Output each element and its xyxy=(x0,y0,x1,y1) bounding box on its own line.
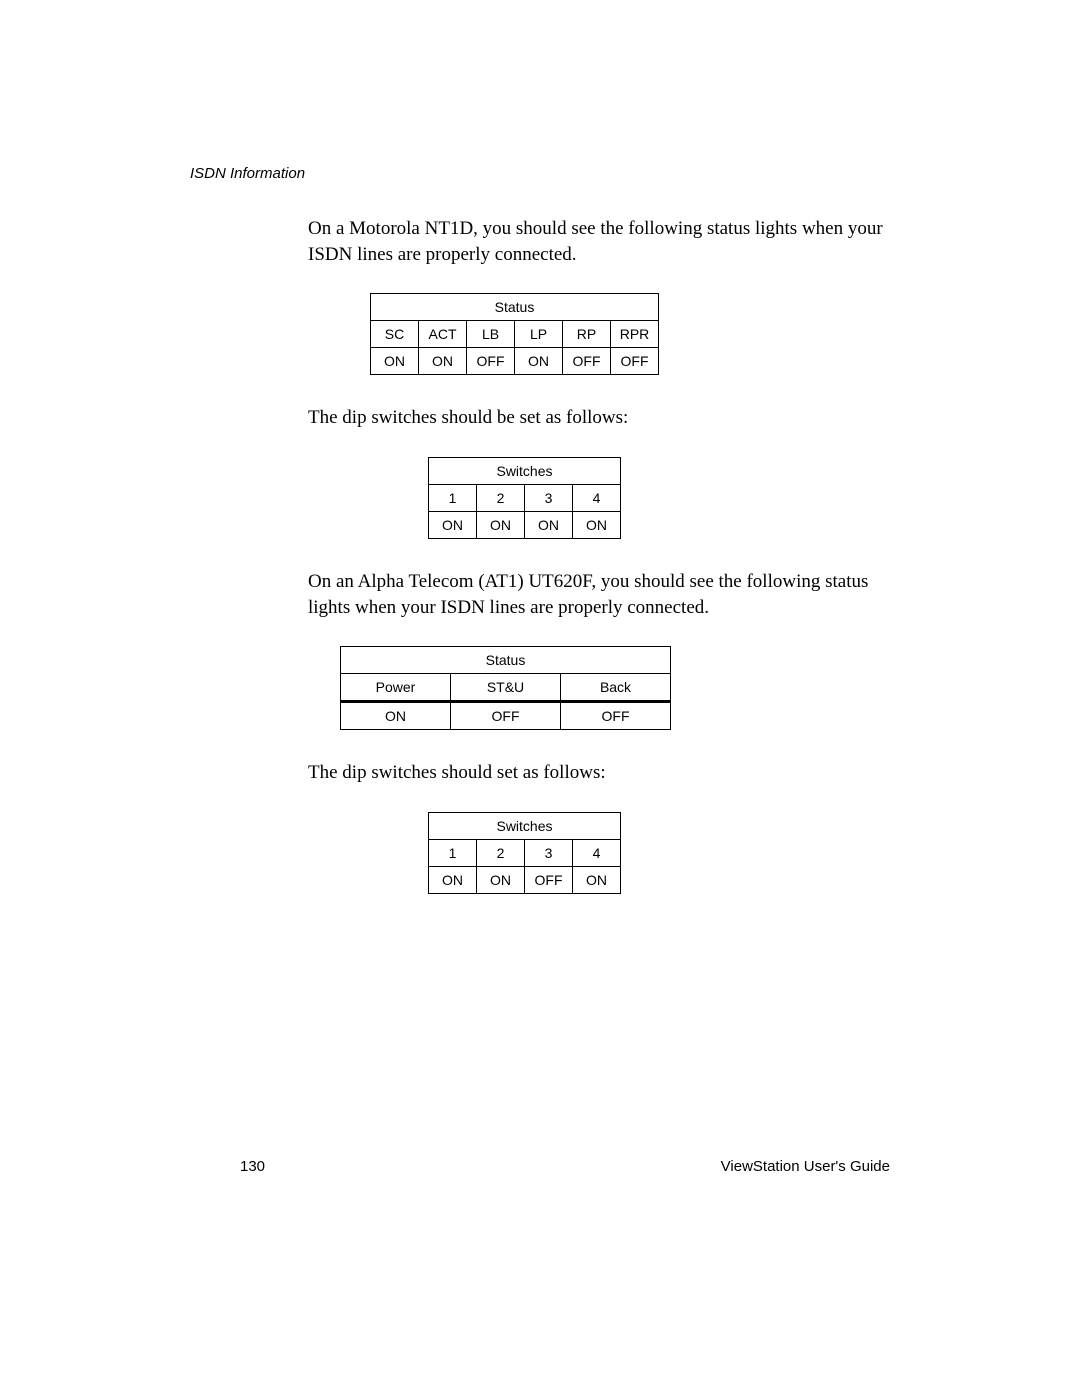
guide-title: ViewStation User's Guide xyxy=(721,1158,890,1175)
table1-v0: ON xyxy=(371,348,419,375)
section-header: ISDN Information xyxy=(190,165,890,182)
switches-table-motorola: Switches 1 2 3 4 ON ON ON ON xyxy=(428,457,621,539)
paragraph-2: The dip switches should be set as follow… xyxy=(308,405,890,431)
table2-v2: ON xyxy=(525,511,573,538)
table1-v3: ON xyxy=(515,348,563,375)
status-table-alpha: Status Power ST&U Back ON OFF OFF xyxy=(340,646,671,730)
page-number: 130 xyxy=(240,1158,265,1175)
table1-h0: SC xyxy=(371,321,419,348)
status-table-motorola: Status SC ACT LB LP RP RPR ON ON OFF ON … xyxy=(370,293,659,375)
table4-v0: ON xyxy=(429,866,477,893)
paragraph-3: On an Alpha Telecom (AT1) UT620F, you sh… xyxy=(308,569,890,620)
table2-h1: 2 xyxy=(477,484,525,511)
table2-v0: ON xyxy=(429,511,477,538)
table4-h2: 3 xyxy=(525,839,573,866)
table3-v0: ON xyxy=(341,702,451,730)
table1-h2: LB xyxy=(467,321,515,348)
paragraph-1: On a Motorola NT1D, you should see the f… xyxy=(308,216,890,267)
table4-h1: 2 xyxy=(477,839,525,866)
table4-h0: 1 xyxy=(429,839,477,866)
table2-title: Switches xyxy=(429,457,621,484)
table4-v1: ON xyxy=(477,866,525,893)
table3-h1: ST&U xyxy=(451,674,561,702)
paragraph-4: The dip switches should set as follows: xyxy=(308,760,890,786)
table1-v1: ON xyxy=(419,348,467,375)
table4-h3: 4 xyxy=(573,839,621,866)
table1-v5: OFF xyxy=(611,348,659,375)
table2-v1: ON xyxy=(477,511,525,538)
table4-v2: OFF xyxy=(525,866,573,893)
table1-h3: LP xyxy=(515,321,563,348)
table3-h2: Back xyxy=(561,674,671,702)
table2-h0: 1 xyxy=(429,484,477,511)
table3-title: Status xyxy=(341,647,671,674)
table2-h2: 3 xyxy=(525,484,573,511)
table3-v2: OFF xyxy=(561,702,671,730)
table1-h5: RPR xyxy=(611,321,659,348)
table2-v3: ON xyxy=(573,511,621,538)
table1-h1: ACT xyxy=(419,321,467,348)
page-content: ISDN Information On a Motorola NT1D, you… xyxy=(190,165,890,924)
table1-title: Status xyxy=(371,294,659,321)
switches-table-alpha: Switches 1 2 3 4 ON ON OFF ON xyxy=(428,812,621,894)
table1-v2: OFF xyxy=(467,348,515,375)
table1-v4: OFF xyxy=(563,348,611,375)
table1-h4: RP xyxy=(563,321,611,348)
table4-v3: ON xyxy=(573,866,621,893)
table2-h3: 4 xyxy=(573,484,621,511)
table4-title: Switches xyxy=(429,812,621,839)
table3-h0: Power xyxy=(341,674,451,702)
table3-v1: OFF xyxy=(451,702,561,730)
